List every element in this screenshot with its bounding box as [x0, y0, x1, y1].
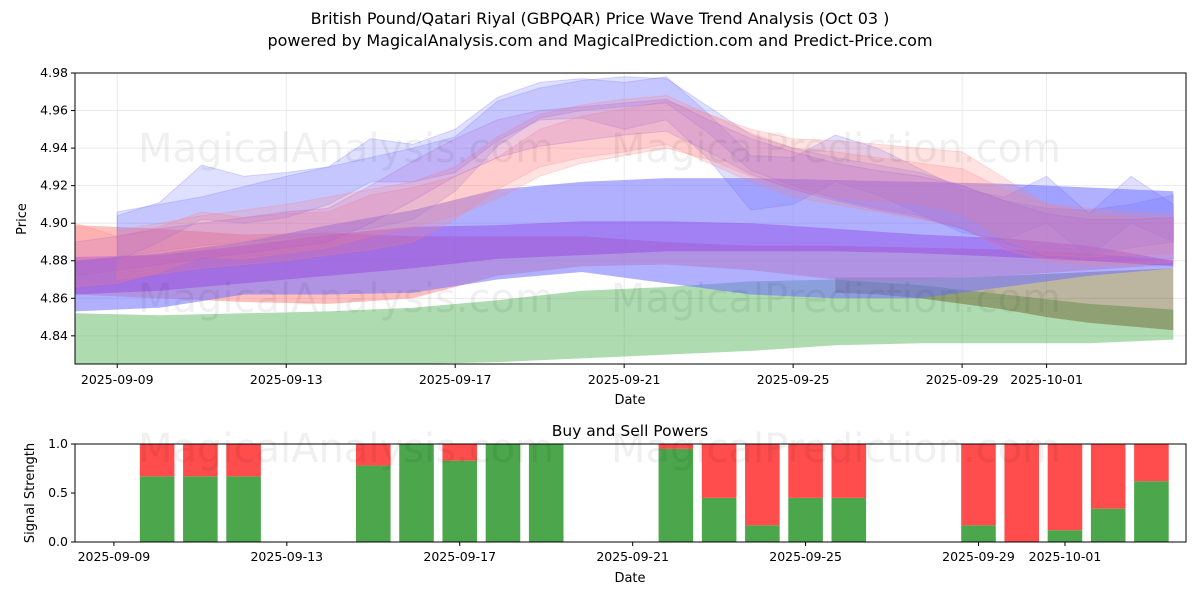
price-ytick-label: 4.86 — [40, 290, 68, 305]
buy-bar — [702, 498, 737, 542]
price-ytick-label: 4.88 — [40, 253, 68, 268]
watermark-bottom-right: MagicalPrediction.com — [611, 426, 1061, 472]
price-xtick-label: 2025-09-09 — [81, 372, 154, 387]
buy-bar — [1091, 509, 1126, 542]
chart-canvas: MagicalAnalysis.com MagicalPrediction.co… — [0, 0, 1200, 600]
power-xtick-label: 2025-09-25 — [769, 549, 842, 564]
buy-bar — [226, 476, 261, 542]
power-xtick-label: 2025-09-21 — [596, 549, 669, 564]
watermark-top-right: MagicalPrediction.com — [611, 126, 1061, 172]
buy-bar — [183, 476, 218, 542]
price-xtick-label: 2025-09-17 — [419, 372, 492, 387]
power-ylabel: Signal Strength — [23, 443, 38, 543]
buy-bar — [745, 525, 780, 542]
power-ytick-label: 0.0 — [48, 534, 68, 549]
price-ytick-label: 4.94 — [40, 140, 68, 155]
power-ytick-label: 1.0 — [48, 436, 68, 451]
price-ytick-label: 4.84 — [40, 328, 68, 343]
buy-bar — [788, 498, 823, 542]
price-xtick-label: 2025-09-29 — [926, 372, 999, 387]
buy-bar — [442, 461, 477, 542]
price-xtick-label: 2025-10-01 — [1010, 372, 1083, 387]
power-xtick-label: 2025-09-29 — [942, 549, 1015, 564]
watermark-bottom-left: MagicalAnalysis.com — [138, 426, 554, 472]
power-xtick-label: 2025-09-09 — [78, 549, 151, 564]
price-ylabel: Price — [15, 203, 30, 235]
power-xlabel: Date — [614, 571, 645, 586]
price-ytick-label: 4.90 — [40, 215, 68, 230]
sell-bar — [1134, 444, 1169, 481]
buy-bar — [961, 525, 996, 542]
buy-bar — [356, 466, 391, 542]
sell-bar — [1091, 444, 1126, 509]
price-ytick-label: 4.92 — [40, 178, 68, 193]
power-xtick-label: 2025-09-17 — [423, 549, 496, 564]
watermark-top-left: MagicalAnalysis.com — [138, 126, 554, 172]
buy-bar — [832, 498, 867, 542]
price-xtick-label: 2025-09-21 — [588, 372, 661, 387]
price-xtick-label: 2025-09-25 — [757, 372, 830, 387]
power-xtick-label: 2025-10-01 — [1029, 549, 1102, 564]
buy-bar — [1134, 481, 1169, 542]
watermark-mid-right: MagicalPrediction.com — [611, 276, 1061, 322]
price-ytick-label: 4.96 — [40, 103, 68, 118]
price-xtick-label: 2025-09-13 — [250, 372, 323, 387]
power-xtick-label: 2025-09-13 — [250, 549, 323, 564]
price-xlabel: Date — [614, 393, 645, 408]
watermark-mid-left: MagicalAnalysis.com — [138, 276, 554, 322]
price-ytick-label: 4.98 — [40, 65, 68, 80]
buy-bar — [140, 476, 175, 542]
buy-bar — [1048, 530, 1083, 542]
power-ytick-label: 0.5 — [48, 485, 68, 500]
